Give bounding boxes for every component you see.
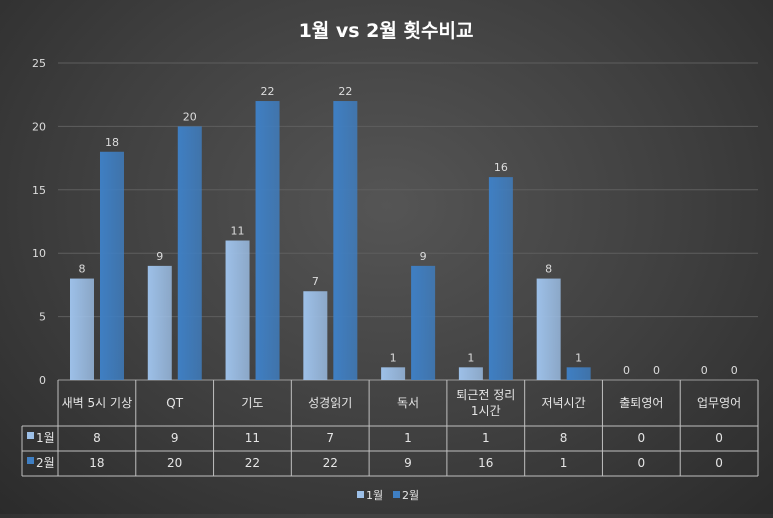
bar xyxy=(488,177,513,380)
category-label: QT xyxy=(166,396,183,410)
category-label: 업무영어 xyxy=(697,396,741,410)
data-label: 0 xyxy=(701,364,708,377)
y-tick-label: 20 xyxy=(32,120,46,133)
table-cell: 8 xyxy=(93,431,101,445)
bar xyxy=(536,278,561,380)
data-label: 8 xyxy=(545,263,552,276)
table-cell: 20 xyxy=(167,456,182,470)
data-label: 8 xyxy=(79,263,86,276)
table-cell: 8 xyxy=(560,431,568,445)
bar xyxy=(458,367,483,380)
table-cell: 22 xyxy=(323,456,338,470)
bar xyxy=(177,126,202,381)
series-name: 1월 xyxy=(36,431,55,445)
bar xyxy=(100,151,124,380)
y-tick-label: 0 xyxy=(39,374,46,387)
table-cell: 0 xyxy=(715,456,723,470)
bar xyxy=(225,240,250,380)
gridlines xyxy=(58,62,758,381)
category-label: 저녁시간 xyxy=(541,396,585,410)
y-axis: 0 5 10 15 20 25 xyxy=(32,57,46,387)
data-label: 0 xyxy=(653,364,660,377)
category-label: 성경읽기 xyxy=(308,396,352,410)
data-table: 새벽 5시 기상 QT 기도 성경읽기 독서 퇴근전 정리 1시간 저녁시간 출퇴영어 업무영어 1… xyxy=(21,380,759,477)
bar xyxy=(411,265,436,380)
series-swatch xyxy=(27,432,34,439)
legend: 1월 2월 xyxy=(357,489,419,502)
legend-label: 2월 xyxy=(402,489,419,502)
bar xyxy=(70,278,94,380)
data-label: 18 xyxy=(105,136,119,149)
legend-label: 1월 xyxy=(366,489,383,502)
bar xyxy=(303,291,328,380)
data-label: 22 xyxy=(338,85,352,98)
category-label: 출퇴영어 xyxy=(619,396,663,410)
bar xyxy=(381,367,406,380)
y-tick-label: 25 xyxy=(32,57,46,70)
table-cell: 9 xyxy=(171,431,179,445)
y-tick-label: 15 xyxy=(32,184,46,197)
table-cell: 7 xyxy=(326,431,334,445)
data-label: 1 xyxy=(575,351,582,364)
data-label: 20 xyxy=(183,110,197,123)
data-label: 22 xyxy=(261,85,275,98)
data-label: 7 xyxy=(312,275,319,288)
table-cell: 0 xyxy=(638,431,646,445)
data-label: 16 xyxy=(494,161,508,174)
bars: 8 18 9 20 11 22 7 22 1 9 1 16 8 1 0 0 0 0 xyxy=(70,85,738,381)
category-label: 새벽 5시 기상 xyxy=(62,396,132,410)
category-label: 퇴근전 정리 1시간 xyxy=(456,388,515,418)
table-cell: 11 xyxy=(245,431,260,445)
series-swatch xyxy=(27,457,34,464)
bar xyxy=(333,101,358,380)
table-cell: 0 xyxy=(715,431,723,445)
data-label: 1 xyxy=(390,351,397,364)
table-cell: 0 xyxy=(638,456,646,470)
table-cell: 22 xyxy=(245,456,260,470)
data-label: 0 xyxy=(623,364,630,377)
legend-swatch xyxy=(357,491,364,498)
bar xyxy=(566,367,591,380)
category-label: 독서 xyxy=(397,396,419,410)
series-name: 2월 xyxy=(36,456,55,470)
y-tick-label: 10 xyxy=(32,247,46,260)
bar xyxy=(255,101,280,380)
data-label: 9 xyxy=(420,250,427,263)
table-cell: 1 xyxy=(560,456,568,470)
table-cell: 9 xyxy=(404,456,412,470)
table-cell: 18 xyxy=(89,456,104,470)
table-cell: 16 xyxy=(478,456,493,470)
table-cell: 1 xyxy=(404,431,412,445)
data-label: 9 xyxy=(156,250,163,263)
data-label: 0 xyxy=(731,364,738,377)
data-label: 1 xyxy=(467,351,474,364)
y-tick-label: 5 xyxy=(39,311,46,324)
data-label: 11 xyxy=(231,225,245,238)
chart-title: 1월 vs 2월 횟수비교 xyxy=(299,20,474,42)
category-label: 기도 xyxy=(241,396,263,410)
legend-swatch xyxy=(393,491,400,498)
bar xyxy=(147,265,172,380)
table-cell: 1 xyxy=(482,431,490,445)
